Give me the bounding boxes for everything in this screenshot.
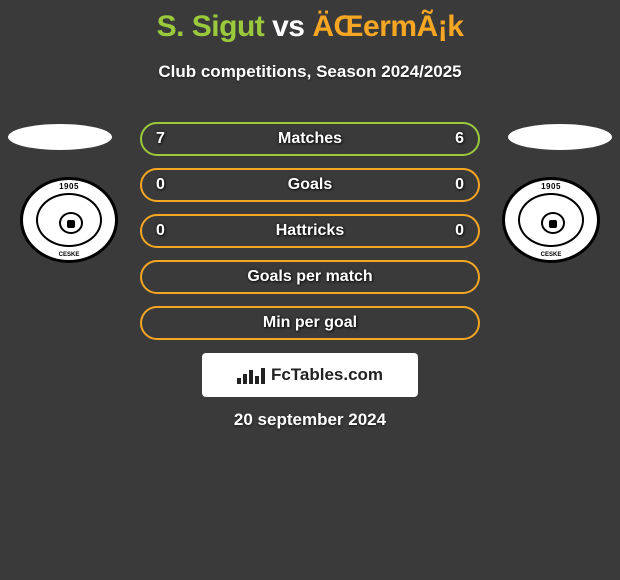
- stat-label-matches: Matches: [278, 130, 342, 148]
- stat-right-matches: 6: [455, 130, 464, 148]
- club-badge-right: 1905 CESKE: [502, 177, 600, 263]
- shield-club-text-right: CESKE: [505, 252, 597, 258]
- bar-chart-icon: [237, 366, 265, 384]
- bar-1: [237, 378, 241, 384]
- shield-year-right: 1905: [505, 182, 597, 191]
- shield-ball-icon: [59, 212, 83, 234]
- shield-club-text-left: CESKE: [23, 252, 115, 258]
- shield-outer: 1905 CESKE: [20, 177, 118, 263]
- stat-label-goals: Goals: [288, 176, 332, 194]
- player1-name: S. Sigut: [157, 10, 265, 43]
- stat-right-hattricks: 0: [455, 222, 464, 240]
- club-badge-left: 1905 CESKE: [20, 177, 118, 263]
- attribution-logo: FcTables.com: [202, 353, 418, 397]
- stat-row-matches: 7 Matches 6: [140, 122, 480, 156]
- oval-right: [508, 124, 612, 150]
- player2-name: ÄŒermÃ¡k: [312, 10, 463, 43]
- stat-row-hattricks: 0 Hattricks 0: [140, 214, 480, 248]
- stat-left-hattricks: 0: [156, 222, 165, 240]
- comparison-card: S. Sigut vs ÄŒermÃ¡k Club competitions, …: [0, 0, 620, 580]
- date-text: 20 september 2024: [0, 410, 620, 430]
- shield-outer: 1905 CESKE: [502, 177, 600, 263]
- stat-left-matches: 7: [156, 130, 165, 148]
- stat-label-hattricks: Hattricks: [276, 222, 344, 240]
- oval-left: [8, 124, 112, 150]
- bar-5: [261, 368, 265, 384]
- bar-3: [249, 370, 253, 384]
- shield-ball-icon: [541, 212, 565, 234]
- vs-text: vs: [272, 10, 304, 43]
- subtitle: Club competitions, Season 2024/2025: [0, 62, 620, 82]
- stats-block: 7 Matches 6 0 Goals 0 0 Hattricks 0 Goal…: [140, 122, 480, 352]
- bar-2: [243, 374, 247, 384]
- stat-row-mpg: Min per goal: [140, 306, 480, 340]
- shield-year-left: 1905: [23, 182, 115, 191]
- stat-row-goals: 0 Goals 0: [140, 168, 480, 202]
- stat-row-gpm: Goals per match: [140, 260, 480, 294]
- stat-right-goals: 0: [455, 176, 464, 194]
- bar-4: [255, 376, 259, 384]
- stat-label-gpm: Goals per match: [247, 268, 372, 286]
- shield-pentagon-icon: [67, 220, 75, 228]
- shield-right: 1905 CESKE: [502, 177, 600, 263]
- stat-left-goals: 0: [156, 176, 165, 194]
- title-line: S. Sigut vs ÄŒermÃ¡k: [0, 0, 620, 44]
- logo-text: FcTables.com: [271, 365, 383, 385]
- shield-left: 1905 CESKE: [20, 177, 118, 263]
- stat-label-mpg: Min per goal: [263, 314, 357, 332]
- shield-pentagon-icon: [549, 220, 557, 228]
